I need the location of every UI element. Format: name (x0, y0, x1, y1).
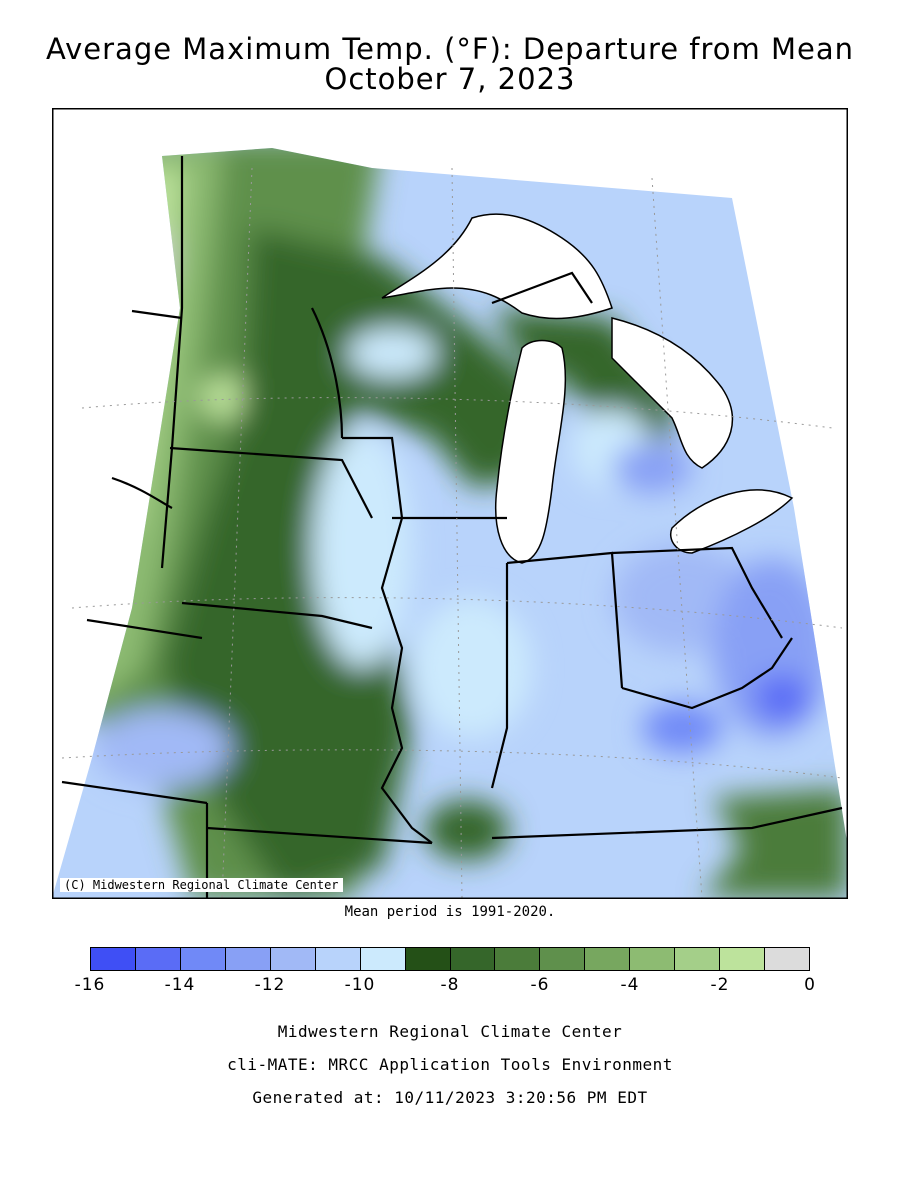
legend-swatch (91, 948, 136, 970)
map-date: October 7, 2023 (324, 62, 576, 96)
legend-swatch (720, 948, 766, 970)
color-legend (90, 947, 810, 971)
legend-swatch (540, 948, 586, 970)
legend-swatch (495, 948, 541, 970)
map-title: Average Maximum Temp. (°F): Departure fr… (45, 32, 855, 66)
legend-tick-label: -2 (710, 975, 730, 995)
footer-org: Midwestern Regional Climate Center (277, 1022, 623, 1041)
legend-tick-label: -16 (74, 975, 106, 995)
legend-swatch (180, 948, 226, 970)
footer-generated: Generated at: 10/11/2023 3:20:56 PM EDT (252, 1088, 648, 1107)
mean-period-note: Mean period is 1991-2020. (344, 904, 556, 920)
legend-swatch (765, 948, 809, 970)
great-lakes (381, 213, 794, 564)
legend-swatch (405, 948, 451, 970)
map-border (52, 108, 848, 899)
state-borders (61, 156, 843, 898)
legend-swatch (225, 948, 271, 970)
legend-swatch (360, 948, 406, 970)
legend-tick-label: -12 (254, 975, 286, 995)
legend-swatch (270, 948, 316, 970)
legend-tick-label: -4 (620, 975, 640, 995)
graticule (61, 167, 843, 899)
legend-swatch (315, 948, 361, 970)
footer-tool: cli-MATE: MRCC Application Tools Environ… (227, 1055, 673, 1074)
legend-tick-label: -6 (530, 975, 550, 995)
legend-swatch (630, 948, 676, 970)
legend-ticks: -16 -14 -12 -10 -8 -6 -4 -2 0 (75, 975, 815, 1001)
legend-tick-label: -8 (440, 975, 460, 995)
legend-swatch (585, 948, 631, 970)
legend-swatch (675, 948, 721, 970)
legend-swatch (135, 948, 181, 970)
legend-tick-label: -14 (164, 975, 196, 995)
legend-tick-label: 0 (804, 975, 816, 995)
legend-tick-label: -10 (344, 975, 376, 995)
legend-swatch (450, 948, 496, 970)
map-panel (52, 108, 848, 899)
copyright-credit: (C) Midwestern Regional Climate Center (60, 878, 343, 892)
